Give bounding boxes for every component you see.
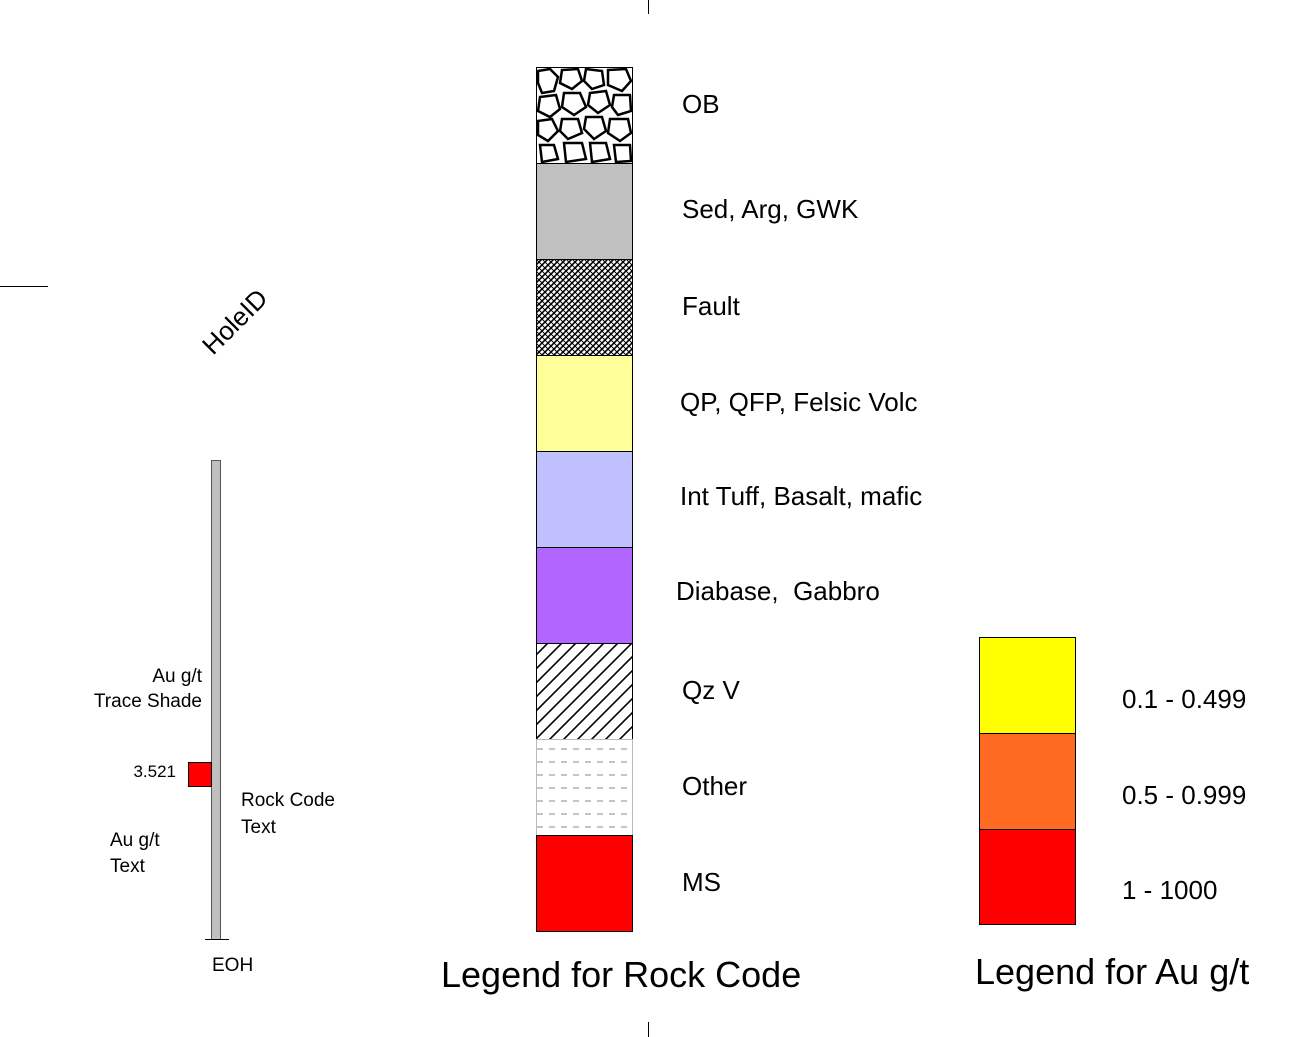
swatch-qz-v (536, 643, 633, 740)
au-swatch-low (979, 637, 1076, 734)
au-text-label: Au g/t Text (110, 830, 160, 877)
au-swatch-mid (979, 733, 1076, 830)
eoh-label: EOH (212, 955, 254, 976)
sample-swatch (188, 762, 212, 787)
swatch-qp (536, 355, 633, 452)
au-swatch-high (979, 829, 1076, 925)
rock-label-qz-v: Qz V (682, 675, 740, 705)
rock-label-fault: Fault (682, 291, 740, 321)
swatch-other (536, 739, 633, 836)
au-label-low: 0.1 - 0.499 (1122, 684, 1247, 714)
sample-value: 3.521 (133, 762, 176, 781)
swatch-sed (536, 163, 633, 260)
rock-legend-swatches (536, 67, 633, 932)
rock-code-text-label: Rock Code Text (241, 790, 335, 838)
hole-id-title: HoleID (196, 282, 274, 361)
rock-label-ob: OB (682, 89, 720, 119)
swatch-fault (536, 259, 633, 356)
au-label-high: 1 - 1000 (1122, 875, 1218, 905)
top-center-tick (648, 0, 649, 14)
left-mid-tick (0, 286, 48, 287)
swatch-ob (536, 67, 633, 164)
au-legend-title: Legend for Au g/t (975, 951, 1250, 992)
rock-label-qp: QP, QFP, Felsic Volc (680, 387, 918, 417)
rock-label-ms: MS (682, 867, 721, 897)
rock-label-int-tuff: Int Tuff, Basalt, mafic (680, 481, 923, 511)
trace-shade-label: Au g/t Trace Shade (93, 666, 202, 712)
swatch-ms (536, 835, 633, 932)
swatch-int-tuff (536, 451, 633, 548)
swatch-diabase (536, 547, 633, 644)
au-label-mid: 0.5 - 0.999 (1122, 780, 1247, 810)
hole-trace (211, 460, 221, 940)
eoh-marker (205, 939, 229, 940)
rock-label-other: Other (682, 771, 748, 801)
rock-label-diabase: Diabase, Gabbro (676, 576, 880, 606)
rock-label-sed: Sed, Arg, GWK (682, 194, 859, 224)
rock-legend-title: Legend for Rock Code (441, 954, 802, 995)
bottom-center-tick (648, 1022, 649, 1037)
